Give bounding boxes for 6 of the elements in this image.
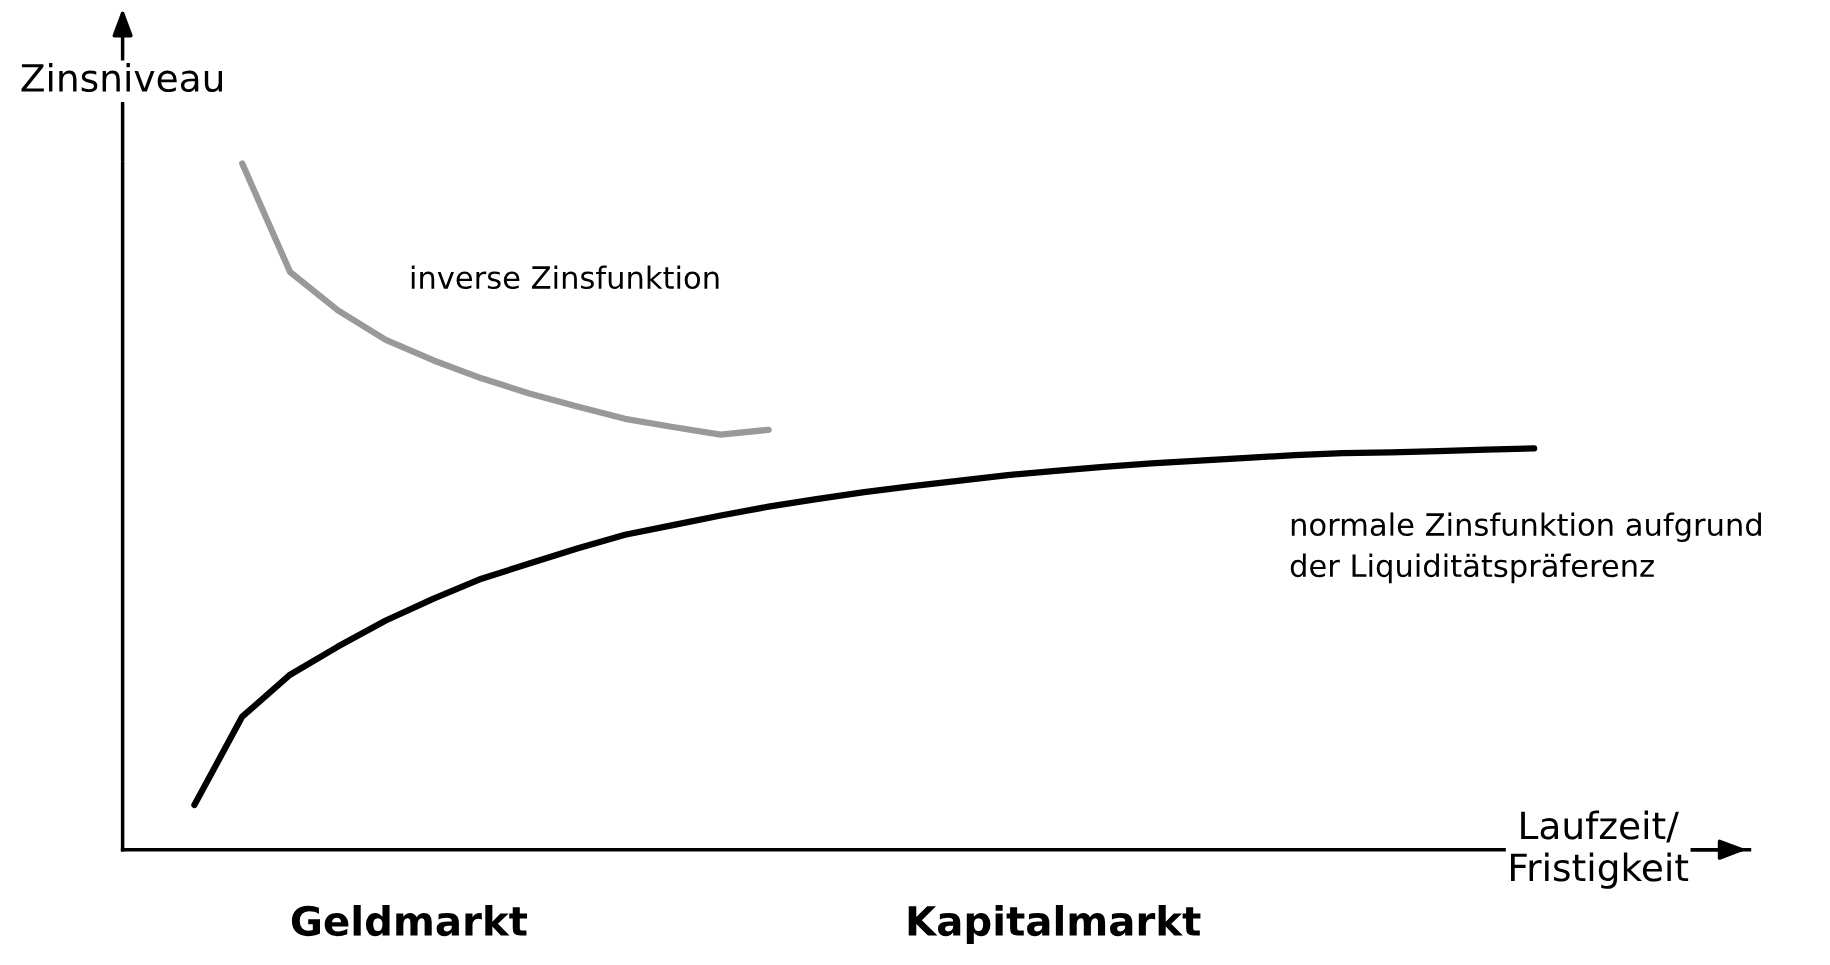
y-axis-title: Zinsniveau bbox=[21, 63, 223, 93]
x-axis-title: Laufzeit/ Fristigkeit bbox=[1511, 810, 1689, 889]
text: Kapitalmarkt bbox=[908, 904, 1201, 944]
annotation: normale Zinsfunktion aufgrund der Liquiditätspräferenz bbox=[1290, 512, 1761, 584]
text: Geldmarkt bbox=[291, 904, 528, 937]
annotation: inverse Zinsfunktion bbox=[411, 265, 719, 290]
